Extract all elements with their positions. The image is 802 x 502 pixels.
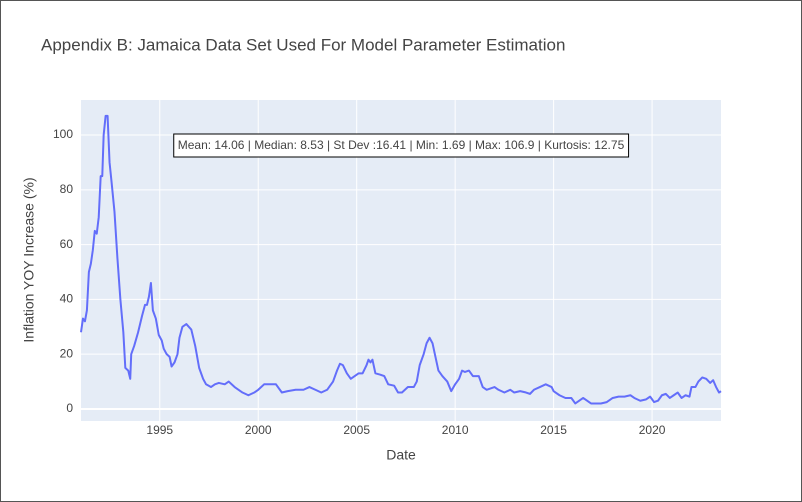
x-tick-label: 2000 bbox=[245, 423, 272, 437]
y-tick-label: 20 bbox=[60, 346, 74, 360]
x-tick-label: 2015 bbox=[540, 423, 567, 437]
y-axis-label: Inflation YOY Increase (%) bbox=[21, 177, 37, 342]
x-axis-label: Date bbox=[386, 447, 416, 463]
chart-title: Appendix B: Jamaica Data Set Used For Mo… bbox=[41, 35, 565, 54]
x-tick-label: 2005 bbox=[343, 423, 370, 437]
y-tick-label: 100 bbox=[53, 127, 73, 141]
y-tick-label: 60 bbox=[60, 237, 74, 251]
x-tick-label: 2010 bbox=[442, 423, 469, 437]
x-tick-label: 2020 bbox=[639, 423, 666, 437]
y-tick-label: 40 bbox=[60, 292, 74, 306]
annotation: Mean: 14.06 | Median: 8.53 | St Dev :16.… bbox=[178, 138, 625, 152]
y-tick-label: 0 bbox=[66, 401, 73, 415]
data-line bbox=[80, 114, 722, 405]
annotation-box bbox=[173, 133, 630, 158]
y-tick-label: 80 bbox=[60, 182, 74, 196]
x-tick-label: 1995 bbox=[146, 423, 173, 437]
